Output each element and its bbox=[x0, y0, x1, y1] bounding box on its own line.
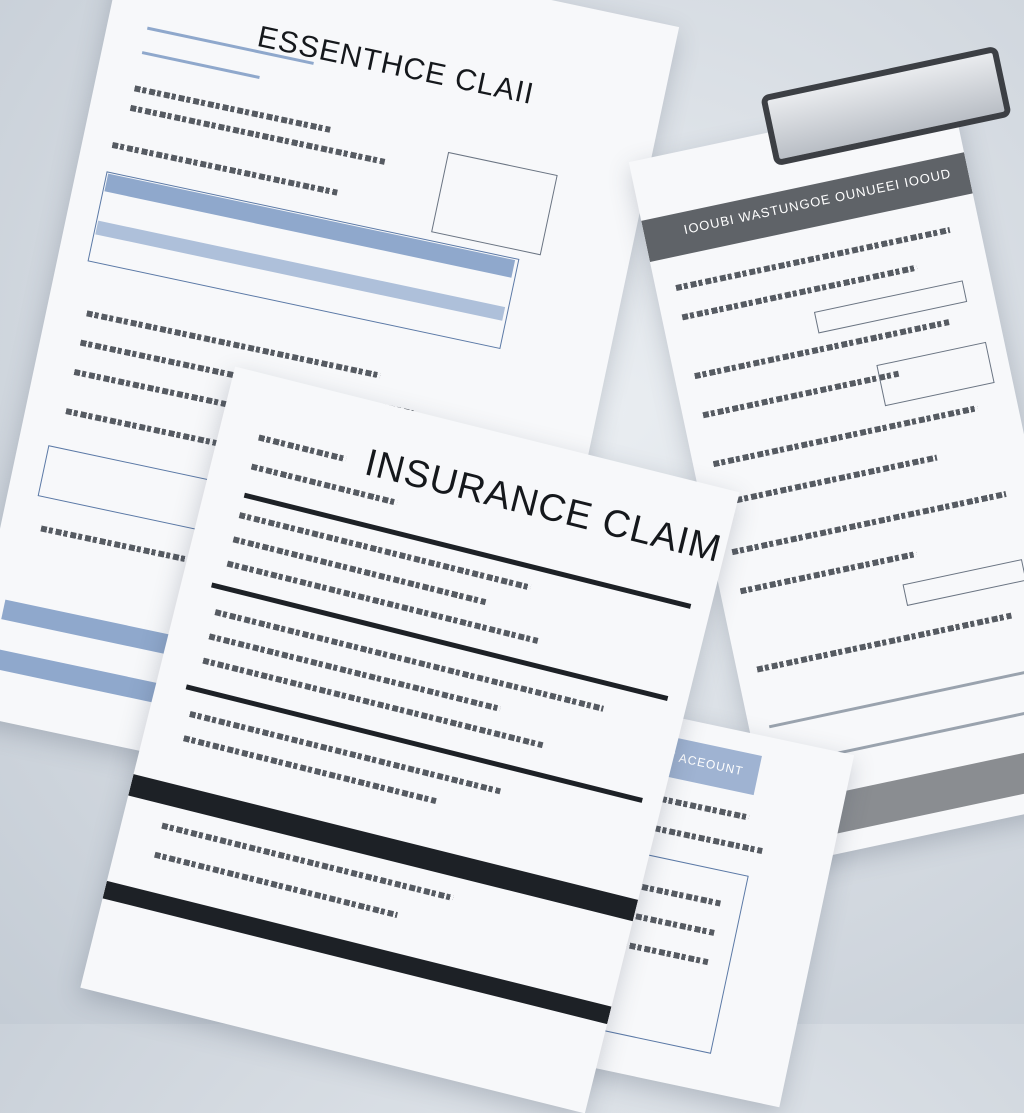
document-title: INSURANCE CLAIM bbox=[360, 441, 726, 571]
document-title: ESSENTHCE CLAII bbox=[254, 20, 538, 112]
